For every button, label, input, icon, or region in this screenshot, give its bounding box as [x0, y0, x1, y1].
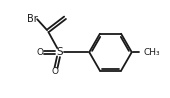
Text: O: O [37, 48, 44, 57]
Text: Br: Br [27, 14, 37, 24]
Text: CH₃: CH₃ [143, 48, 160, 57]
Text: O: O [52, 67, 59, 76]
Text: S: S [56, 47, 63, 57]
